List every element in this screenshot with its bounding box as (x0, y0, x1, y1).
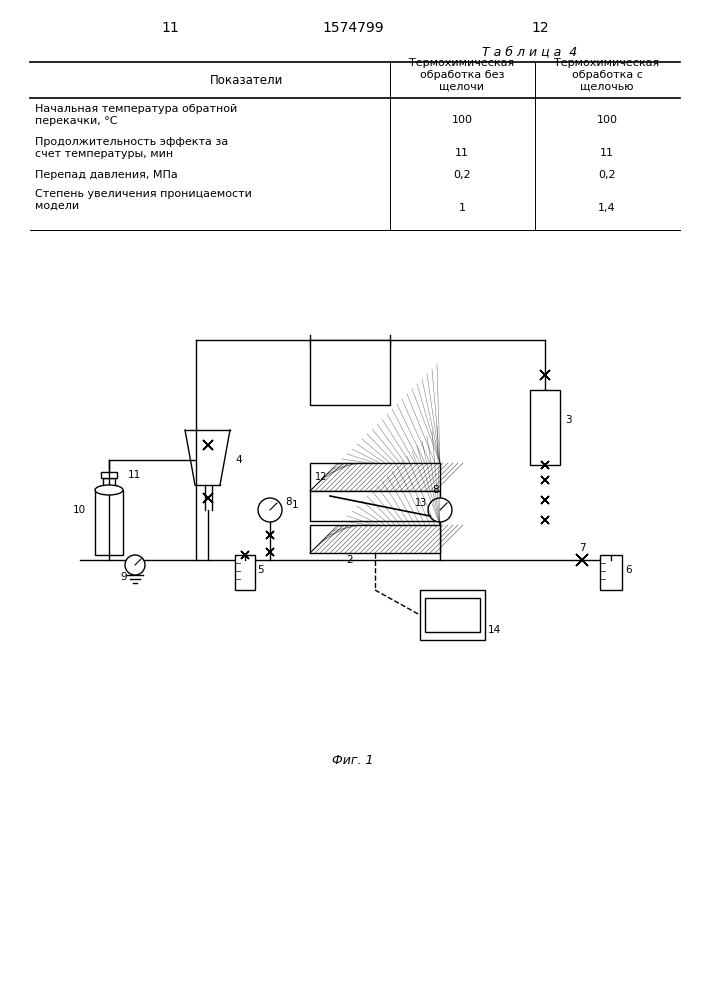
Text: 11: 11 (128, 470, 141, 480)
Polygon shape (266, 531, 274, 539)
Circle shape (428, 498, 452, 522)
Polygon shape (541, 496, 549, 504)
Polygon shape (203, 493, 213, 503)
Text: Показатели: Показатели (210, 74, 284, 87)
Text: 9: 9 (120, 572, 127, 582)
Text: Продолжительность эффекта за
счет температуры, мин: Продолжительность эффекта за счет темпер… (35, 137, 228, 159)
Text: 8: 8 (285, 497, 291, 507)
Bar (420, 590, 485, 640)
Polygon shape (541, 461, 549, 469)
Text: 8: 8 (432, 485, 438, 495)
Bar (310, 463, 440, 491)
Text: 10: 10 (72, 505, 86, 515)
Polygon shape (540, 370, 550, 380)
Text: 13: 13 (415, 498, 427, 508)
Text: Т а б л и ц а  4: Т а б л и ц а 4 (482, 45, 578, 58)
Text: 6: 6 (625, 565, 631, 575)
Bar (310, 525, 440, 553)
Text: 100: 100 (597, 115, 617, 125)
Polygon shape (203, 493, 213, 503)
Text: Перепад давления, МПа: Перепад давления, МПа (35, 170, 177, 180)
Bar (235, 555, 255, 590)
Text: 1574799: 1574799 (322, 21, 384, 35)
Text: 11: 11 (161, 21, 179, 35)
Polygon shape (241, 551, 249, 559)
Polygon shape (576, 554, 588, 566)
Text: Термохимическая
обработка с
щелочью: Термохимическая обработка с щелочью (554, 58, 660, 92)
Text: 11: 11 (600, 148, 614, 158)
Bar (310, 491, 440, 521)
Bar (600, 555, 622, 590)
Circle shape (258, 498, 282, 522)
Polygon shape (241, 551, 249, 559)
Text: 12: 12 (531, 21, 549, 35)
Bar (425, 598, 480, 632)
Text: 14: 14 (488, 625, 501, 635)
Polygon shape (541, 516, 549, 524)
Polygon shape (266, 548, 274, 556)
Text: 3: 3 (565, 415, 572, 425)
Polygon shape (541, 476, 549, 484)
Text: 0,2: 0,2 (598, 170, 616, 180)
Ellipse shape (95, 485, 123, 495)
Text: Начальная температура обратной
перекачки, °С: Начальная температура обратной перекачки… (35, 104, 238, 126)
Polygon shape (576, 554, 588, 566)
Polygon shape (540, 370, 550, 380)
Text: Степень увеличения проницаемости
модели: Степень увеличения проницаемости модели (35, 189, 252, 211)
Polygon shape (541, 516, 549, 524)
Text: 1: 1 (292, 500, 298, 510)
Bar (530, 390, 560, 465)
Text: 1,4: 1,4 (598, 203, 616, 213)
Polygon shape (203, 440, 213, 450)
Text: 1: 1 (459, 203, 465, 213)
Bar (95, 490, 123, 555)
Text: 4: 4 (235, 455, 242, 465)
Text: 2: 2 (346, 555, 354, 565)
Bar (310, 340, 390, 405)
Text: 12: 12 (315, 472, 327, 482)
Polygon shape (541, 496, 549, 504)
Text: 7: 7 (579, 543, 585, 553)
Text: Фиг. 1: Фиг. 1 (332, 754, 374, 766)
Text: 5: 5 (257, 565, 264, 575)
Bar (103, 478, 115, 490)
Polygon shape (541, 461, 549, 469)
Polygon shape (203, 440, 213, 450)
Bar (101, 472, 117, 478)
Text: Термохимическая
обработка без
щелочи: Термохимическая обработка без щелочи (409, 58, 515, 92)
Text: 11: 11 (455, 148, 469, 158)
Text: 100: 100 (452, 115, 472, 125)
Text: 0,2: 0,2 (453, 170, 471, 180)
Polygon shape (266, 531, 274, 539)
Circle shape (125, 555, 145, 575)
Polygon shape (266, 548, 274, 556)
Polygon shape (541, 476, 549, 484)
